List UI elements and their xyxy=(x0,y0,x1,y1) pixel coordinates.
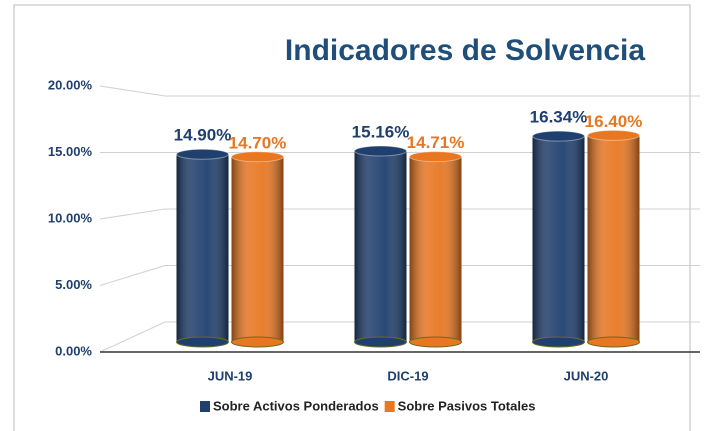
grid-line xyxy=(99,208,700,220)
x-tick-label: DIC-19 xyxy=(387,368,428,383)
bar-base xyxy=(532,336,585,348)
bar-base xyxy=(409,336,462,348)
legend-label: Sobre Activos Ponderados xyxy=(213,398,379,413)
chart-title: Indicadores de Solvencia xyxy=(285,34,645,67)
legend-swatch xyxy=(200,401,210,412)
bar-shade xyxy=(532,136,585,342)
grid-line xyxy=(99,321,700,353)
value-label: 14.70% xyxy=(229,133,287,152)
bar-shade xyxy=(587,135,640,342)
x-tick-label: JUN-20 xyxy=(564,368,609,383)
grid-line xyxy=(99,265,700,286)
grid-line xyxy=(99,85,700,97)
y-tick-label: 20.00% xyxy=(48,77,93,92)
x-tick-label: JUN-19 xyxy=(208,368,253,383)
bar-top xyxy=(354,145,407,157)
bar-top xyxy=(532,130,585,142)
value-label: 15.16% xyxy=(352,122,410,141)
y-tick-label: 15.00% xyxy=(48,144,93,159)
bar-shade xyxy=(176,154,229,342)
bar-base xyxy=(587,336,640,348)
value-label: 14.90% xyxy=(174,126,232,145)
bar-shade xyxy=(354,150,407,342)
bar-base xyxy=(231,336,284,348)
bar-base xyxy=(176,336,229,348)
y-tick-label: 10.00% xyxy=(48,210,93,225)
y-tick-label: 5.00% xyxy=(55,277,92,292)
bar-top xyxy=(176,148,229,160)
legend-label: Sobre Pasivos Totales xyxy=(398,398,536,413)
value-label: 14.71% xyxy=(407,133,465,152)
bar-top xyxy=(409,151,462,163)
value-label: 16.34% xyxy=(530,108,588,127)
bar-top xyxy=(231,151,284,163)
value-label: 16.40% xyxy=(585,112,643,131)
bar-base xyxy=(354,336,407,348)
bar-top xyxy=(587,129,640,141)
frame xyxy=(13,4,691,431)
y-tick-label: 0.00% xyxy=(55,343,92,358)
bar-shade xyxy=(231,156,284,342)
legend-swatch xyxy=(384,401,395,412)
bar-shade xyxy=(409,156,462,342)
